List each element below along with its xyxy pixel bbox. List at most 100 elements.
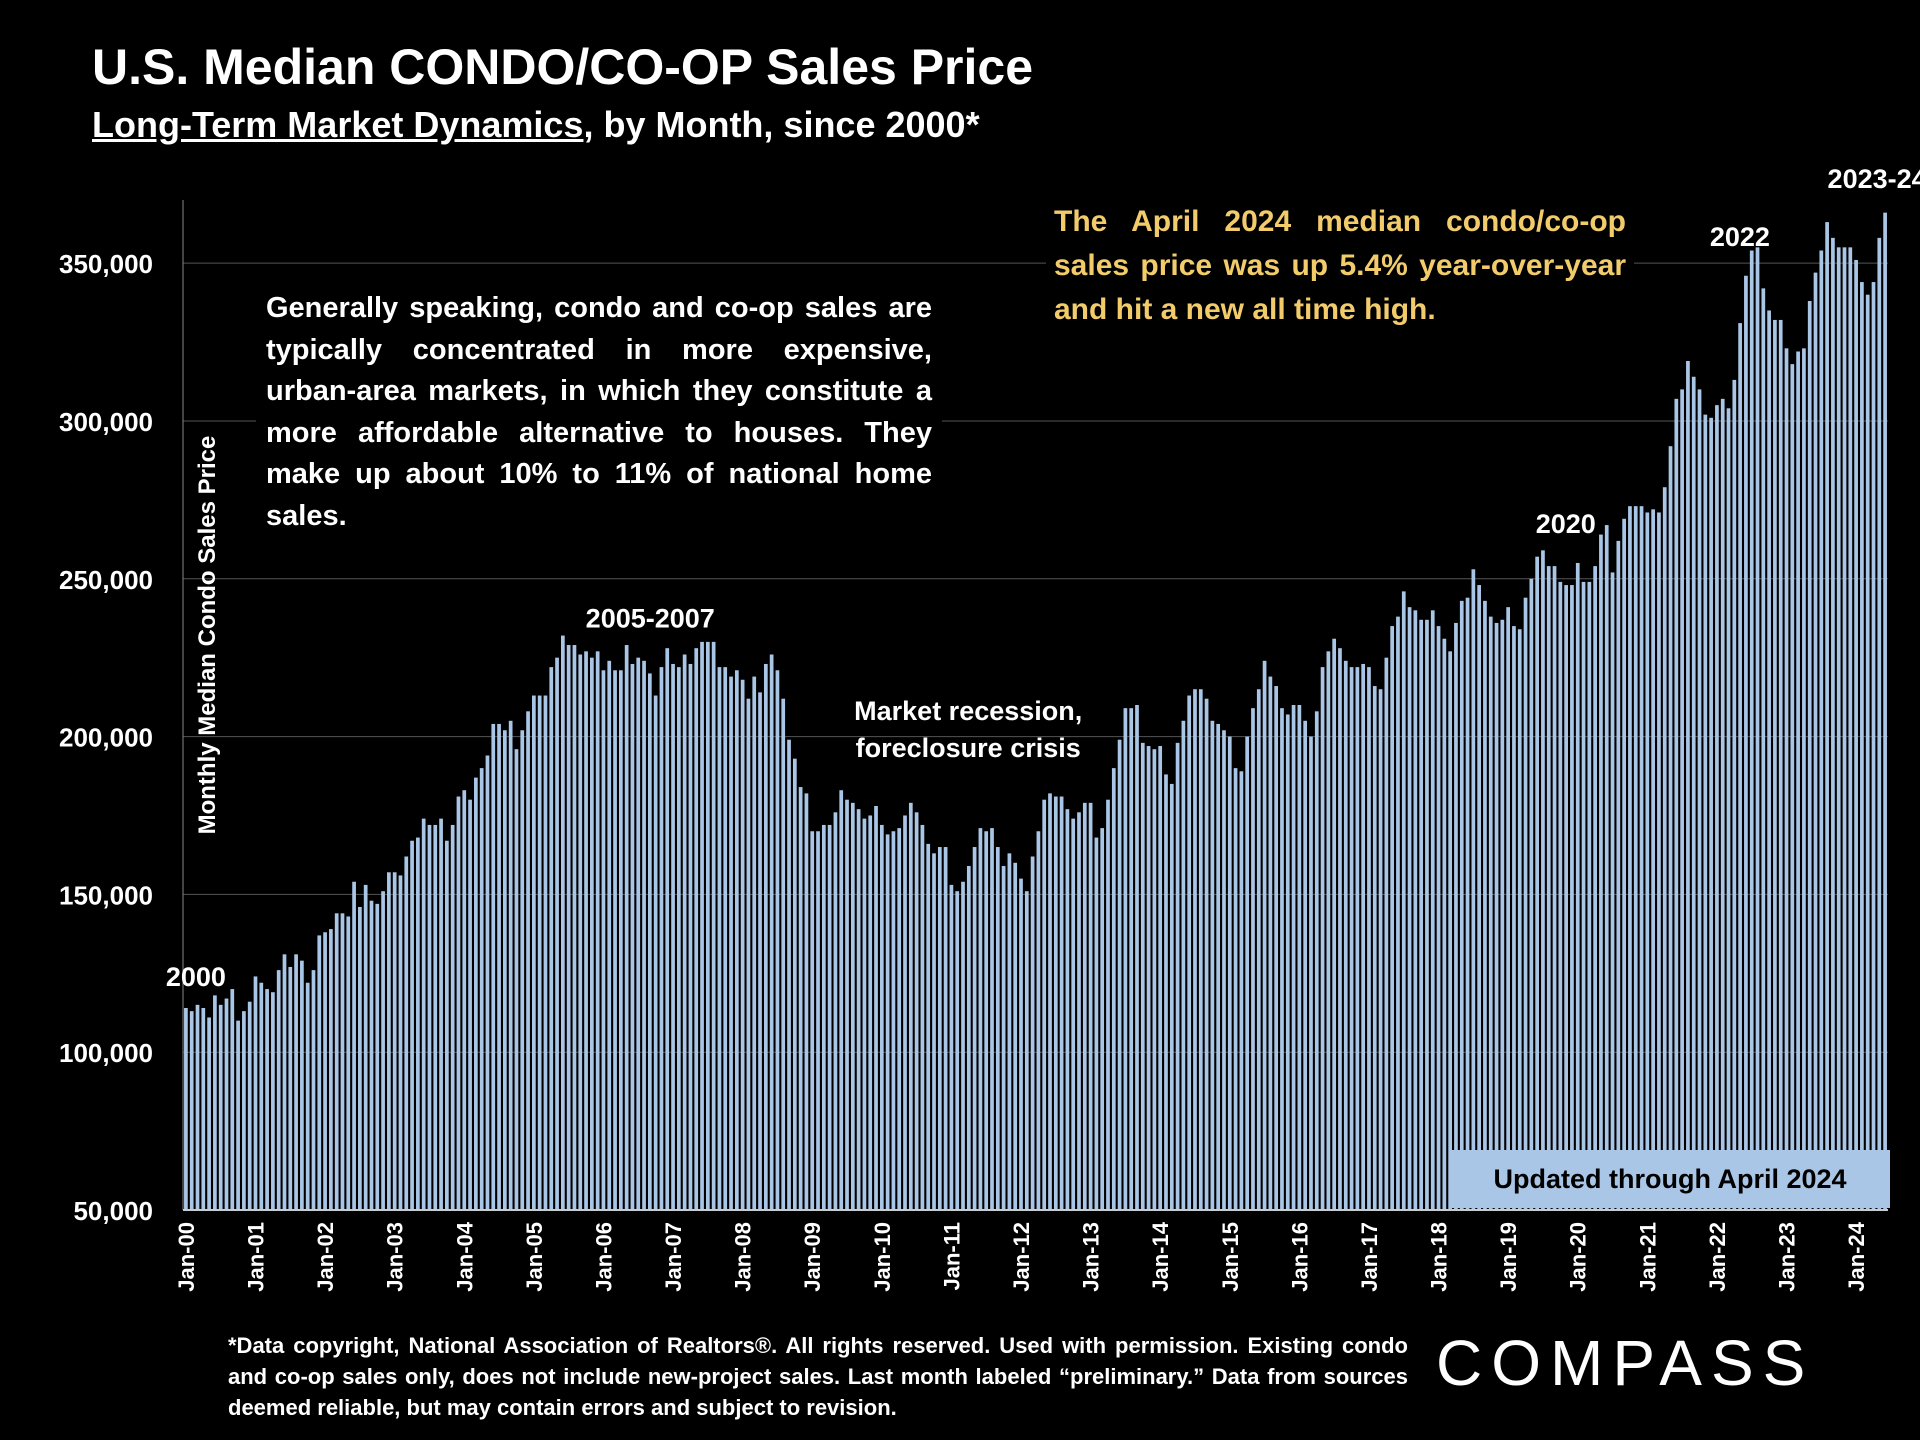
bar (1616, 540, 1621, 1210)
bar (363, 884, 368, 1210)
subtitle-underlined: Long-Term Market Dynamics (92, 104, 584, 145)
bar (740, 679, 745, 1210)
bar (1187, 695, 1192, 1210)
x-tick-label: Jan-00 (174, 1222, 199, 1292)
bar (1204, 698, 1209, 1210)
bar (589, 657, 594, 1210)
bar (300, 960, 304, 1210)
bar (1645, 512, 1650, 1210)
bar (213, 995, 217, 1210)
bar (555, 657, 559, 1210)
bar (1581, 581, 1586, 1210)
bar (1761, 288, 1766, 1210)
bar (1071, 818, 1076, 1210)
bar (775, 670, 780, 1210)
bar (427, 824, 432, 1210)
bar (1123, 708, 1128, 1210)
bar (833, 812, 838, 1210)
bar (1697, 389, 1702, 1210)
bar (439, 818, 443, 1210)
bar (1303, 720, 1308, 1210)
bar (491, 723, 496, 1210)
bar (218, 1004, 223, 1210)
y-tick-label: 100,000 (59, 1038, 153, 1068)
bar (1158, 746, 1163, 1210)
x-tick-label: Jan-11 (939, 1222, 964, 1291)
bar (207, 1017, 211, 1210)
bar (1871, 282, 1876, 1210)
bar (1274, 686, 1279, 1210)
bar (1848, 247, 1853, 1210)
bar (1564, 585, 1568, 1210)
bar (479, 768, 484, 1210)
x-tick-label: Jan-24 (1844, 1221, 1869, 1291)
bar (914, 812, 919, 1210)
annotation-2000: 2000 (166, 962, 226, 992)
bar (1198, 689, 1203, 1210)
x-tick-label: Jan-13 (1079, 1222, 1104, 1292)
bar (723, 667, 728, 1210)
bar (955, 891, 960, 1210)
bar (1361, 663, 1366, 1210)
bar (908, 802, 913, 1210)
bar (230, 989, 235, 1210)
bar (352, 881, 356, 1210)
bar (966, 865, 971, 1210)
bar (1680, 389, 1684, 1210)
bar (961, 881, 965, 1210)
bar (1384, 657, 1389, 1210)
bar (508, 720, 513, 1210)
bar (1703, 414, 1708, 1210)
bar (995, 847, 1000, 1210)
bar (485, 755, 490, 1210)
bar (1628, 506, 1632, 1210)
bar (1523, 597, 1528, 1210)
bar (1865, 294, 1870, 1210)
bar (821, 824, 826, 1210)
bar (1222, 730, 1226, 1210)
x-tick-label: Jan-18 (1427, 1222, 1452, 1292)
bar (787, 739, 791, 1210)
bar (1390, 626, 1395, 1210)
bar (1807, 301, 1812, 1210)
bar (1268, 676, 1273, 1210)
bar (560, 635, 565, 1210)
bar (1227, 736, 1232, 1210)
bar (879, 824, 884, 1210)
bar (1291, 705, 1296, 1210)
bar (1674, 398, 1679, 1210)
y-tick-label: 150,000 (59, 880, 153, 910)
bar (647, 673, 652, 1210)
bar (346, 916, 351, 1210)
bar (445, 840, 449, 1210)
bar (1048, 793, 1052, 1210)
bar (1790, 364, 1795, 1210)
bar (1720, 398, 1725, 1210)
bar (1668, 446, 1673, 1210)
bar (1819, 250, 1824, 1210)
bar (1430, 610, 1435, 1210)
bar (1140, 742, 1145, 1210)
bar (711, 641, 716, 1210)
bar (827, 824, 832, 1210)
bar (271, 992, 275, 1210)
bar (201, 1008, 206, 1210)
bar (369, 900, 374, 1210)
bar (1036, 831, 1041, 1210)
bar (1309, 736, 1313, 1210)
bar (1599, 534, 1603, 1210)
bar (1593, 566, 1597, 1210)
bar (1471, 569, 1476, 1210)
bar (798, 787, 803, 1210)
bar (729, 676, 733, 1210)
bar (1332, 638, 1337, 1210)
bar (1216, 723, 1221, 1210)
bar (1425, 619, 1429, 1210)
chart-subtitle: Long-Term Market Dynamics, by Month, sin… (92, 104, 980, 146)
bar (416, 837, 420, 1210)
bar (305, 982, 310, 1210)
bar (1094, 837, 1099, 1210)
bar (1622, 518, 1626, 1210)
bar (334, 913, 339, 1210)
bar (184, 1008, 188, 1210)
